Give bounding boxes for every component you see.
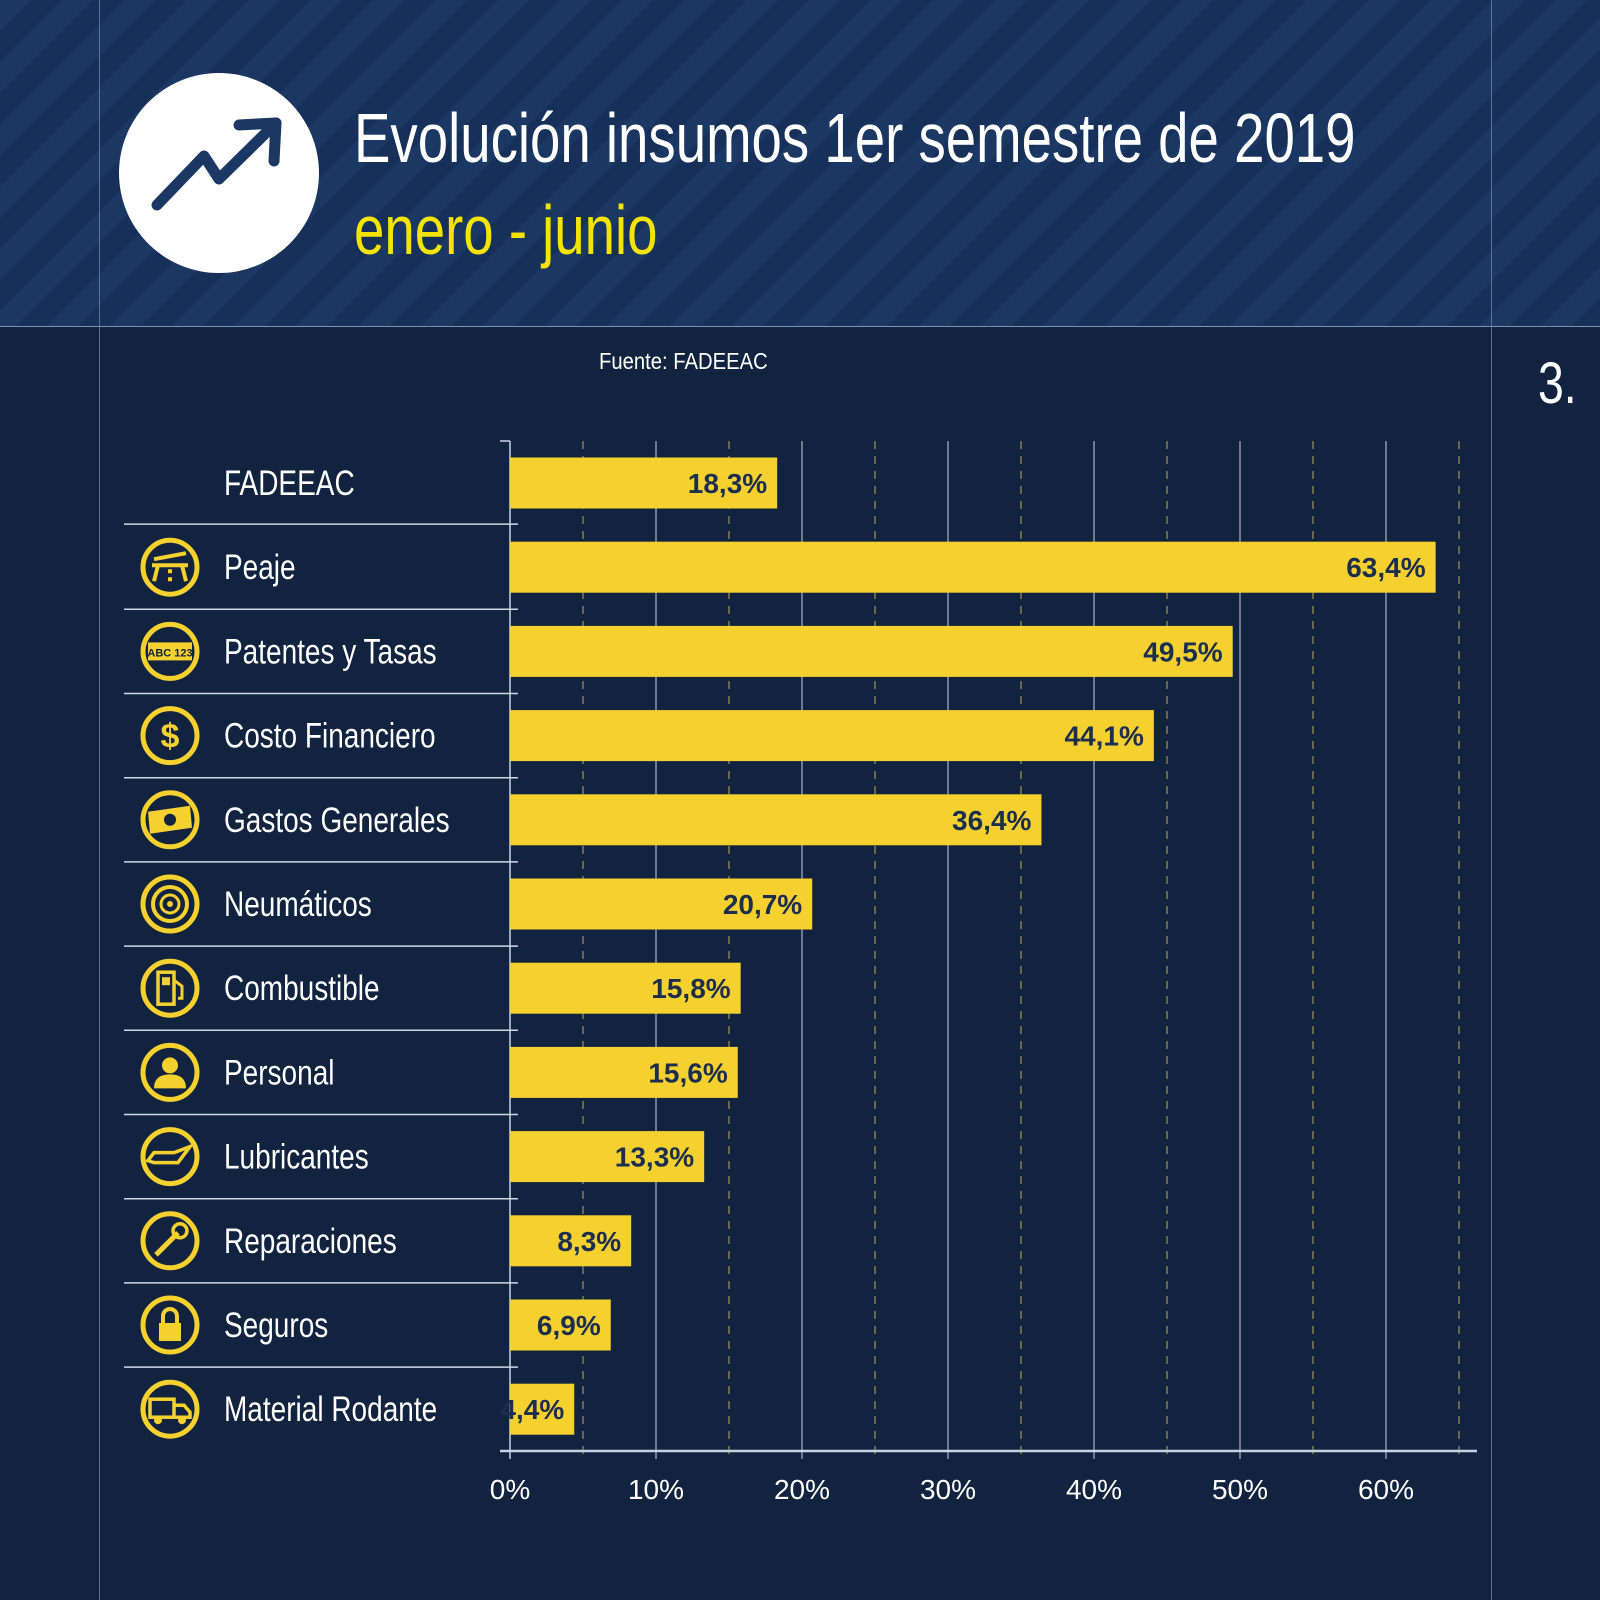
- banknote-icon: [140, 790, 200, 850]
- value-label: 4,4%: [500, 1394, 564, 1425]
- svg-text:ABC 123: ABC 123: [147, 647, 192, 659]
- header-divider: [0, 326, 1600, 327]
- bar: [510, 962, 741, 1014]
- lock-icon: [140, 1295, 200, 1355]
- value-label: 63,4%: [1346, 552, 1425, 583]
- truck-icon: [140, 1379, 200, 1439]
- bar: [510, 1131, 705, 1183]
- x-tick-label: 50%: [1212, 1474, 1268, 1505]
- toll-barrier-icon: [140, 537, 200, 597]
- category-label: Patentes y Tasas: [224, 631, 437, 671]
- category-label: Gastos Generales: [224, 800, 450, 840]
- page-number: 3.: [1538, 351, 1577, 416]
- value-label: 15,6%: [648, 1057, 727, 1088]
- license-plate-icon: ABC 123: [140, 621, 200, 681]
- value-label: 18,3%: [688, 468, 767, 499]
- x-tick-label: 40%: [1066, 1474, 1122, 1505]
- bar: [510, 878, 813, 930]
- bar: [510, 710, 1154, 762]
- bar: [510, 1299, 611, 1351]
- x-tick-label: 30%: [920, 1474, 976, 1505]
- bar: [510, 541, 1436, 593]
- left-guide-line: [99, 0, 100, 1600]
- bar: [510, 1046, 738, 1098]
- value-label: 36,4%: [952, 805, 1031, 836]
- x-tick-label: 0%: [490, 1474, 530, 1505]
- dollar-icon: $: [140, 706, 200, 766]
- bar: [510, 1215, 632, 1267]
- x-tick-label: 10%: [628, 1474, 684, 1505]
- x-tick-label: 20%: [774, 1474, 830, 1505]
- value-label: 20,7%: [723, 889, 802, 920]
- page-title: Evolución insumos 1er semestre de 2019: [354, 99, 1356, 177]
- value-label: 44,1%: [1064, 721, 1143, 752]
- value-label: 6,9%: [537, 1310, 601, 1341]
- value-label: 49,5%: [1143, 636, 1222, 667]
- category-label: Personal: [224, 1052, 335, 1092]
- category-label: Combustible: [224, 968, 380, 1008]
- tire-icon: [140, 874, 200, 934]
- category-label: Lubricantes: [224, 1137, 369, 1177]
- category-label: Peaje: [224, 547, 296, 587]
- oil-can-icon: [140, 1127, 200, 1187]
- category-label: Costo Financiero: [224, 716, 436, 756]
- bar: [510, 457, 778, 509]
- bar: [510, 794, 1042, 846]
- category-label: Material Rodante: [224, 1389, 437, 1429]
- value-label: 8,3%: [557, 1226, 621, 1257]
- source-note: Fuente: FADEEAC: [599, 348, 768, 374]
- wrench-icon: [140, 1211, 200, 1271]
- trending-up-arrow-icon: [119, 73, 319, 273]
- person-icon: [140, 1042, 200, 1102]
- category-label: Seguros: [224, 1305, 328, 1345]
- category-label: Reparaciones: [224, 1221, 397, 1261]
- page-subtitle: enero - junio: [354, 191, 658, 269]
- right-guide-line: [1491, 0, 1492, 1600]
- svg-text:$: $: [161, 718, 180, 756]
- category-label: Neumáticos: [224, 884, 372, 924]
- bar: [510, 1383, 575, 1435]
- fuel-pump-icon: [140, 958, 200, 1018]
- bar: [510, 625, 1233, 677]
- value-label: 15,8%: [651, 973, 730, 1004]
- x-tick-label: 60%: [1358, 1474, 1414, 1505]
- category-label: FADEEAC: [224, 463, 355, 503]
- value-label: 13,3%: [615, 1142, 694, 1173]
